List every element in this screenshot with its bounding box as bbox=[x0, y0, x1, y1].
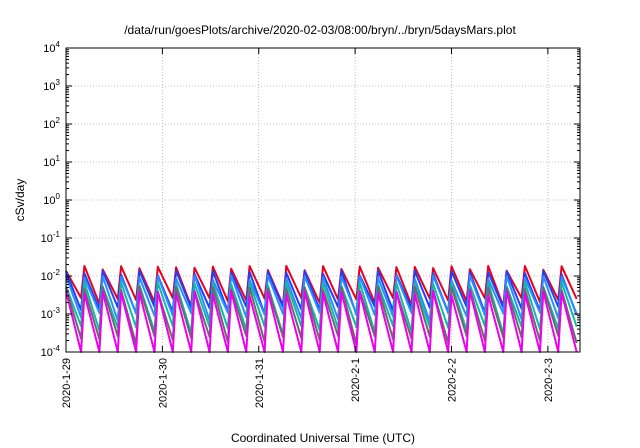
x-axis: 2020-1-29 2020-1-30 2020-1-31 2020-2-1 2020-… bbox=[61, 48, 555, 408]
x-tick-label: 2020-2-3 bbox=[543, 358, 555, 402]
chart-title: /data/run/goesPlots/archive/2020-02-03/0… bbox=[124, 23, 516, 37]
y-axis: 10-4 10-3 10-2 10-1 100 101 102 103 104 bbox=[41, 40, 580, 359]
x-tick-label: 2020-2-1 bbox=[350, 358, 362, 402]
y-tick-label: 102 bbox=[43, 116, 60, 131]
y-axis-label: cSv/day bbox=[13, 179, 27, 222]
y-tick-label: 100 bbox=[43, 192, 60, 207]
y-tick-label: 10-4 bbox=[41, 344, 61, 359]
x-tick-label: 2020-1-31 bbox=[254, 358, 266, 408]
y-tick-label: 101 bbox=[43, 154, 60, 169]
x-axis-label: Coordinated Universal Time (UTC) bbox=[231, 431, 415, 445]
series-line-6 bbox=[65, 290, 578, 353]
y-tick-label: 104 bbox=[43, 40, 60, 55]
y-tick-label: 103 bbox=[43, 78, 60, 93]
x-tick-label: 2020-1-30 bbox=[157, 358, 169, 408]
y-tick-label: 10-2 bbox=[41, 268, 61, 283]
x-tick-label: 2020-2-2 bbox=[447, 358, 459, 402]
plot-area bbox=[65, 264, 578, 353]
y-tick-label: 10-3 bbox=[41, 306, 61, 321]
x-tick-label: 2020-1-29 bbox=[61, 358, 73, 408]
y-tick-label: 10-1 bbox=[41, 230, 61, 245]
